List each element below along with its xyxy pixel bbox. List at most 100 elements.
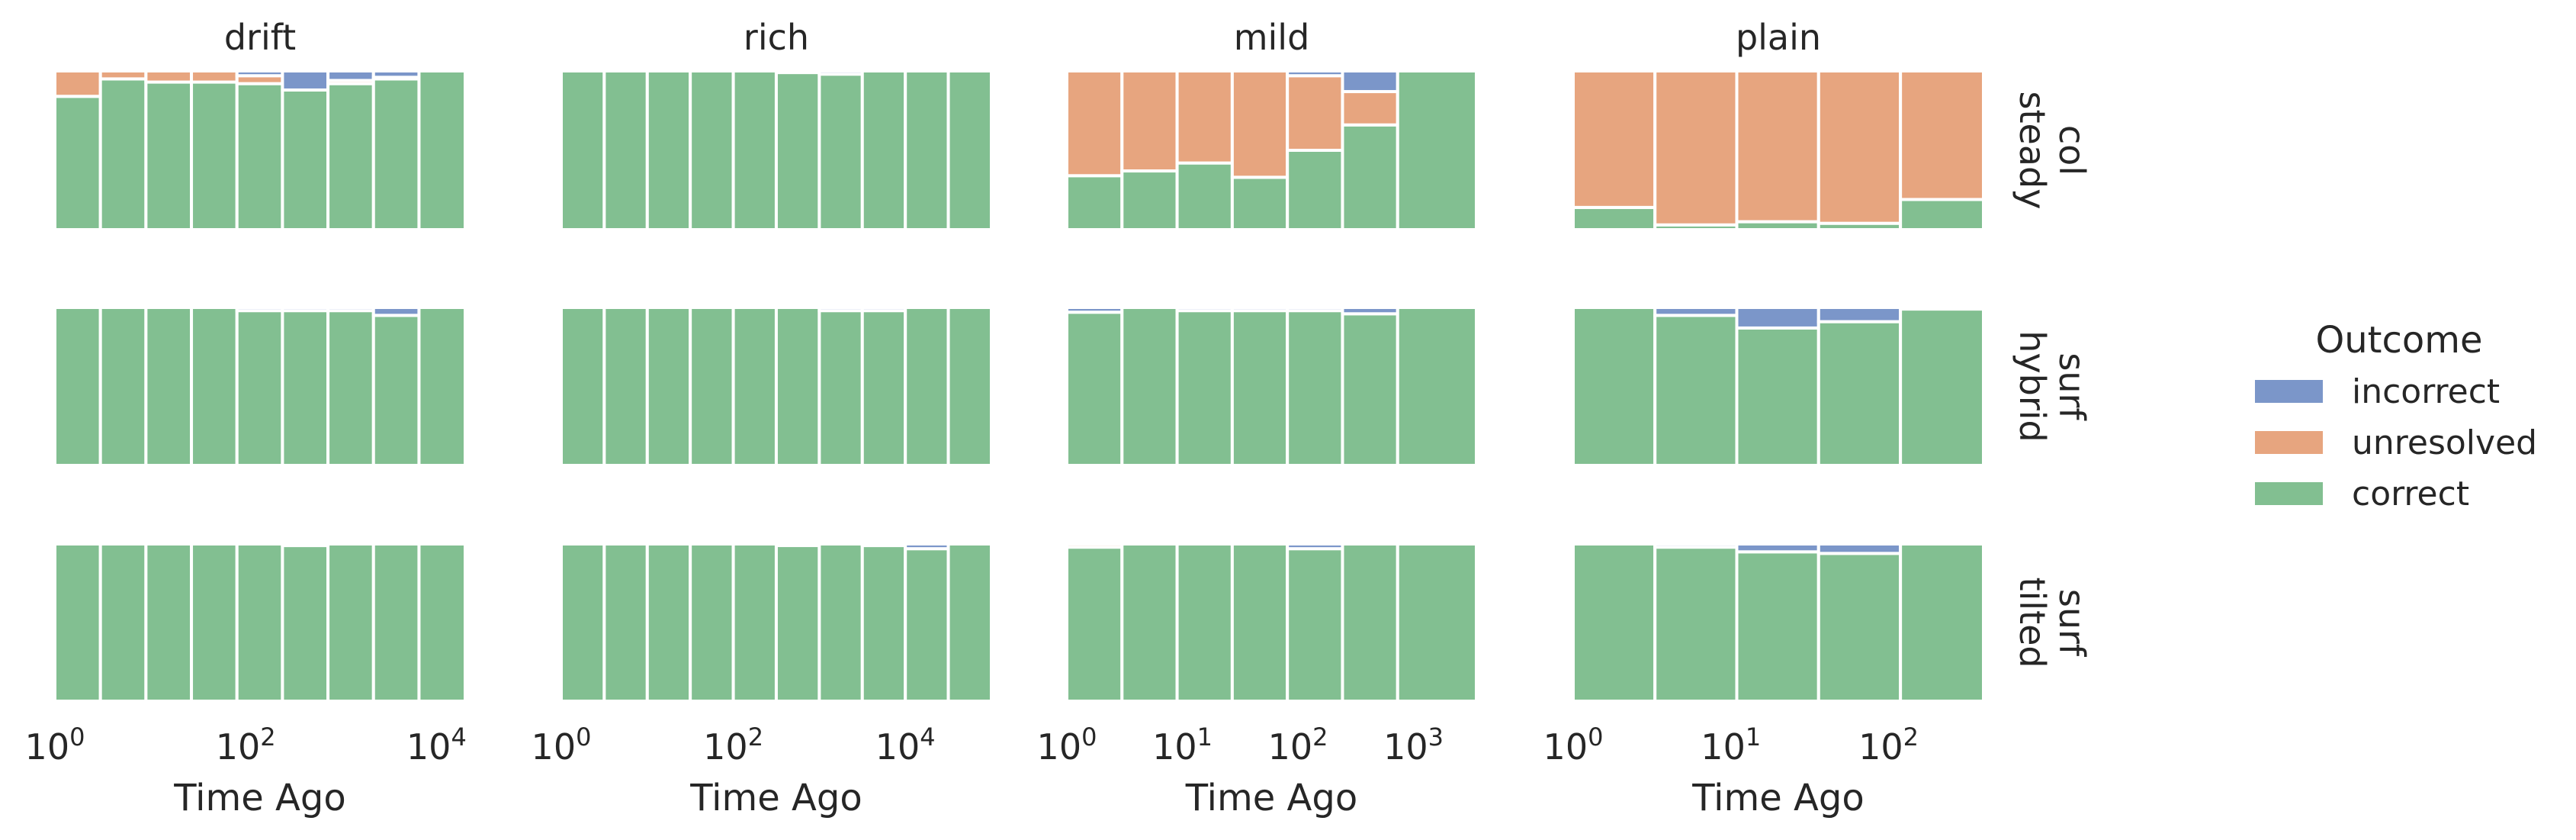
bar-incorrect <box>1286 69 1344 78</box>
bar-correct <box>1230 309 1290 468</box>
column-title-mild: mild <box>1234 17 1310 58</box>
bar-correct <box>98 77 148 232</box>
bar-correct <box>946 69 993 231</box>
bar-correct <box>689 69 735 231</box>
bar-incorrect <box>326 69 375 82</box>
bar-correct <box>1572 306 1657 467</box>
bar-incorrect <box>1286 542 1344 551</box>
bar-correct <box>1899 198 1986 232</box>
x-tick-label: 100 <box>1543 723 1604 768</box>
bar-unresolved <box>1653 69 1739 227</box>
bar-correct <box>689 306 735 467</box>
bar-correct <box>904 69 950 231</box>
bar-unresolved <box>1572 69 1657 209</box>
panel-surf-hybrid-drift <box>53 306 467 468</box>
bar-correct <box>774 306 821 467</box>
bar-correct <box>190 542 239 703</box>
bar-incorrect <box>1735 542 1820 554</box>
bar-correct <box>1175 161 1234 231</box>
x-tick-label: 100 <box>25 723 85 768</box>
bar-correct <box>860 544 907 703</box>
legend-swatch <box>2255 482 2323 505</box>
panel-col-steady-plain <box>1572 69 1986 232</box>
bar-correct <box>1120 169 1179 231</box>
bar-correct <box>417 306 467 467</box>
bar-correct <box>860 309 907 468</box>
bar-incorrect <box>326 306 375 313</box>
x-tick-label: 103 <box>1383 723 1444 768</box>
legend-swatch <box>2255 431 2323 454</box>
panel-surf-tilted-drift <box>53 542 467 703</box>
bar-correct <box>602 542 649 703</box>
bar-unresolved <box>144 69 194 84</box>
column-title-rich: rich <box>744 17 809 58</box>
bar-correct <box>817 309 864 468</box>
bar-unresolved <box>1120 69 1179 173</box>
bar-correct <box>1653 314 1739 467</box>
bar-unresolved <box>1175 69 1234 165</box>
panel-surf-hybrid-plain <box>1572 306 1986 467</box>
panel-col-steady-rich <box>560 69 993 231</box>
column-title-plain: plain <box>1736 17 1821 58</box>
bar-correct <box>281 88 330 231</box>
row-label-line: steady <box>2012 92 2053 210</box>
bar-unresolved <box>1899 69 1986 201</box>
bar-correct <box>190 306 239 467</box>
bar-correct <box>1175 309 1234 468</box>
x-tick-label: 104 <box>875 723 936 768</box>
bar-correct <box>904 306 950 467</box>
legend-label: incorrect <box>2352 372 2500 411</box>
bar-correct <box>1396 542 1478 703</box>
bar-incorrect <box>281 306 330 313</box>
bar-correct <box>731 69 778 231</box>
bar-correct <box>946 306 993 467</box>
bar-incorrect <box>817 69 864 76</box>
bar-incorrect <box>1816 542 1903 555</box>
bar-correct <box>1899 307 1986 467</box>
bar-unresolved <box>1065 542 1124 549</box>
bar-correct <box>817 542 864 703</box>
bar-incorrect <box>1816 306 1903 323</box>
panel-col-steady-drift <box>53 69 467 232</box>
bar-correct <box>1341 123 1399 231</box>
bar-incorrect <box>774 69 821 75</box>
bar-correct <box>817 72 864 231</box>
bar-correct <box>53 306 102 467</box>
bar-correct <box>1341 542 1399 703</box>
bar-correct <box>53 95 102 231</box>
bar-incorrect <box>1065 306 1124 314</box>
bar-correct <box>774 71 821 231</box>
bar-correct <box>1572 205 1657 232</box>
bar-correct <box>602 306 649 467</box>
panel-surf-tilted-rich <box>560 542 993 703</box>
bar-correct <box>371 77 421 232</box>
x-tick-label: 102 <box>216 723 276 768</box>
bar-correct <box>560 542 606 703</box>
bar-incorrect <box>1286 306 1344 313</box>
bar-correct <box>1120 306 1179 467</box>
bar-incorrect <box>1175 306 1234 313</box>
bar-unresolved <box>98 69 148 81</box>
bar-correct <box>1396 306 1478 467</box>
bar-unresolved <box>1230 69 1290 179</box>
bar-correct <box>1175 542 1234 703</box>
column-titles: drift rich mild plain <box>224 17 1821 58</box>
row-label-line: hybrid <box>2012 330 2053 442</box>
bar-correct <box>1572 542 1657 703</box>
bar-correct <box>1396 69 1478 231</box>
panel-surf-hybrid-rich <box>560 306 993 468</box>
bar-unresolved <box>53 69 102 98</box>
bar-correct <box>1120 542 1179 703</box>
bar-incorrect <box>281 542 330 548</box>
bar-correct <box>235 82 284 231</box>
x-axis-drift: 100 102 104 Time Ago <box>25 723 467 819</box>
bar-correct <box>731 542 778 703</box>
bar-correct <box>144 80 194 231</box>
bar-correct <box>98 542 148 703</box>
panel-surf-tilted-plain <box>1572 542 1986 703</box>
bar-unresolved <box>1816 69 1903 225</box>
